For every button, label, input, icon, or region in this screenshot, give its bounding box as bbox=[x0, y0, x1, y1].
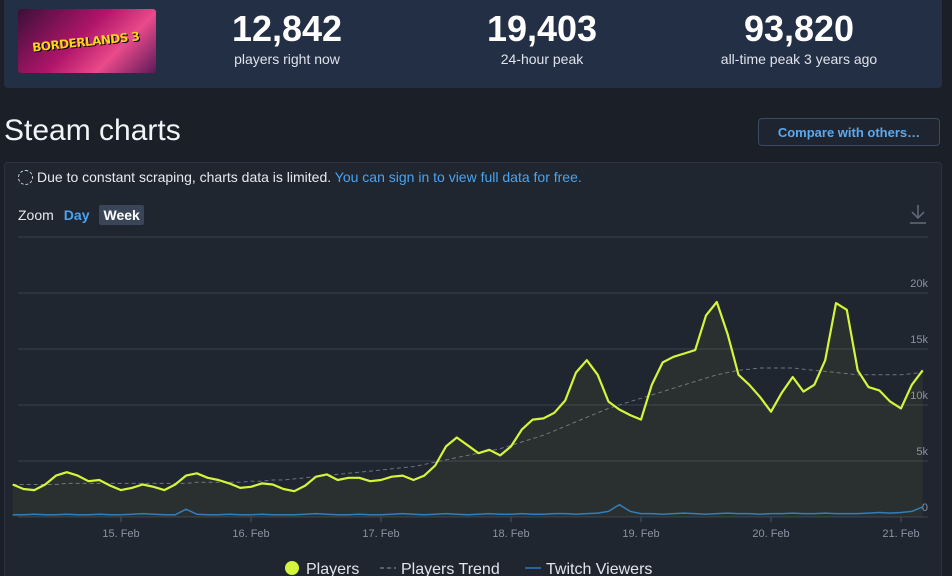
series-line bbox=[12, 300, 924, 493]
section-title: Steam charts bbox=[4, 114, 181, 147]
stat-value: 93,820 bbox=[743, 8, 855, 49]
zoom-week[interactable]: Week bbox=[99, 205, 144, 225]
download-icon[interactable] bbox=[910, 205, 926, 224]
x-tick-label: 20. Feb bbox=[752, 528, 789, 540]
legend-label: Players Trend bbox=[401, 561, 500, 576]
x-tick-label: 17. Feb bbox=[362, 528, 399, 540]
compare-button[interactable]: Compare with others… bbox=[758, 118, 940, 146]
stat-label: players right now bbox=[234, 51, 340, 67]
series-area bbox=[12, 302, 923, 517]
legend-item[interactable]: Players bbox=[285, 561, 359, 576]
stat: 19,403 24-hour peak bbox=[422, 8, 662, 68]
notice-icon bbox=[18, 170, 33, 185]
sign-in-link[interactable]: You can sign in to view full data for fr… bbox=[334, 169, 582, 185]
legend-label: Players bbox=[306, 561, 359, 576]
notice-text: Due to constant scraping, charts data is… bbox=[37, 169, 332, 185]
game-logo[interactable]: BORDERLANDS 3 bbox=[18, 9, 156, 73]
x-tick-label: 18. Feb bbox=[492, 528, 529, 540]
compare-button-text: Compare with others… bbox=[777, 125, 921, 140]
stat-value: 12,842 bbox=[231, 8, 343, 49]
y-tick-label: 5k bbox=[916, 446, 928, 458]
x-tick-label: 19. Feb bbox=[622, 528, 659, 540]
header-panel: BORDERLANDS 3 12,842 players right now 19… bbox=[4, 0, 942, 88]
y-tick-label: 10k bbox=[910, 390, 928, 402]
y-tick-label: 0 bbox=[922, 502, 928, 514]
y-tick-label: 20k bbox=[910, 278, 928, 290]
stat: 93,820 all-time peak 3 years ago bbox=[679, 8, 919, 68]
chart-panel bbox=[4, 162, 942, 576]
stat-value: 19,403 bbox=[486, 8, 598, 49]
legend-item[interactable]: Players Trend bbox=[380, 561, 500, 576]
stat-label: 24-hour peak bbox=[500, 51, 584, 67]
stat-label: all-time peak 3 years ago bbox=[720, 51, 878, 67]
series-line bbox=[12, 367, 923, 485]
x-tick-label: 15. Feb bbox=[102, 528, 139, 540]
zoom-day[interactable]: Day bbox=[63, 207, 90, 223]
y-tick-label: 15k bbox=[910, 334, 928, 346]
legend-item[interactable]: Twitch Viewers bbox=[525, 561, 652, 576]
zoom-label: Zoom bbox=[18, 207, 54, 223]
stat: 12,842 players right now bbox=[167, 8, 407, 68]
legend-label: Twitch Viewers bbox=[546, 561, 652, 576]
notice: Due to constant scraping, charts data is… bbox=[18, 169, 582, 185]
x-tick-label: 16. Feb bbox=[232, 528, 269, 540]
x-tick-label: 21. Feb bbox=[882, 528, 919, 540]
series-line bbox=[12, 503, 923, 516]
zoom-controls: Zoom Day Week bbox=[18, 205, 144, 225]
legend-symbol bbox=[285, 561, 299, 575]
